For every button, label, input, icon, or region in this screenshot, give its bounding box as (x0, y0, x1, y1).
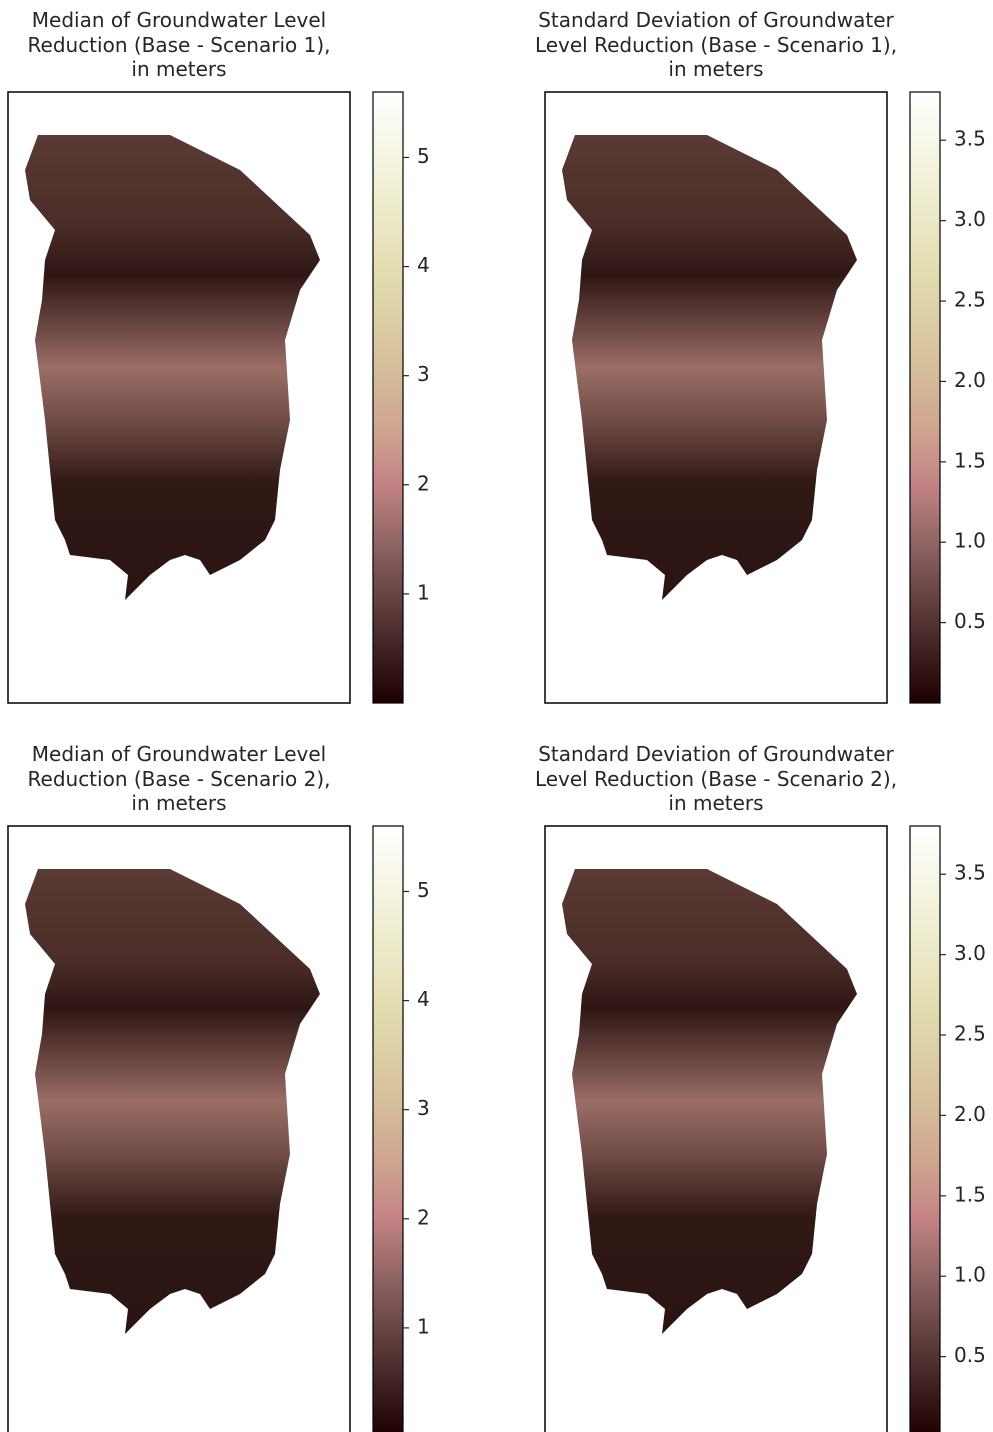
map (562, 135, 857, 600)
colorbar-tick-label: 2 (417, 471, 430, 495)
map (25, 135, 320, 600)
map-raster (25, 869, 320, 1334)
colorbar-tick-label: 1.0 (954, 1263, 986, 1287)
colorbar-tick-label: 3.5 (954, 861, 986, 885)
map (25, 869, 320, 1334)
colorbar-tick-label: 0.5 (954, 1343, 986, 1367)
map-raster (562, 135, 857, 600)
colorbar (909, 825, 941, 1432)
chart-title: Standard Deviation of Groundwater Level … (534, 8, 898, 81)
colorbar-tick-label: 2.5 (954, 288, 986, 312)
map (562, 869, 857, 1334)
map-raster (25, 135, 320, 600)
colorbar (909, 91, 941, 704)
axes-frame (7, 825, 351, 1432)
colorbar-tick-label: 5 (417, 144, 430, 168)
colorbar-tick-label: 1.5 (954, 448, 986, 472)
colorbar-tick-label: 2.5 (954, 1022, 986, 1046)
colorbar-tick-label: 2.0 (954, 368, 986, 392)
chart-title: Median of Groundwater Level Reduction (B… (27, 8, 331, 81)
colorbar-tick-label: 3 (417, 362, 430, 386)
colorbar-tick-label: 3 (417, 1096, 430, 1120)
colorbar-tick-label: 1 (417, 1314, 430, 1338)
chart-title: Median of Groundwater Level Reduction (B… (27, 742, 331, 815)
colorbar-tick-label: 5 (417, 878, 430, 902)
chart-title: Standard Deviation of Groundwater Level … (534, 742, 898, 815)
colorbar-tick-label: 2.0 (954, 1102, 986, 1126)
map-raster (562, 869, 857, 1334)
colorbar-tick-label: 3.0 (954, 207, 986, 231)
colorbar-tick-label: 1.5 (954, 1182, 986, 1206)
colorbar-tick-label: 4 (417, 987, 430, 1011)
colorbar-tick-label: 1 (417, 580, 430, 604)
colorbar (372, 91, 404, 704)
colorbar-tick-label: 3.0 (954, 941, 986, 965)
axes-frame (7, 91, 351, 704)
colorbar-tick-label: 3.5 (954, 127, 986, 151)
axes-frame (544, 825, 888, 1432)
colorbar-tick-label: 0.5 (954, 609, 986, 633)
colorbar-tick-label: 2 (417, 1205, 430, 1229)
colorbar-tick-label: 1.0 (954, 529, 986, 553)
colorbar-tick-label: 4 (417, 253, 430, 277)
colorbar (372, 825, 404, 1432)
axes-frame (544, 91, 888, 704)
